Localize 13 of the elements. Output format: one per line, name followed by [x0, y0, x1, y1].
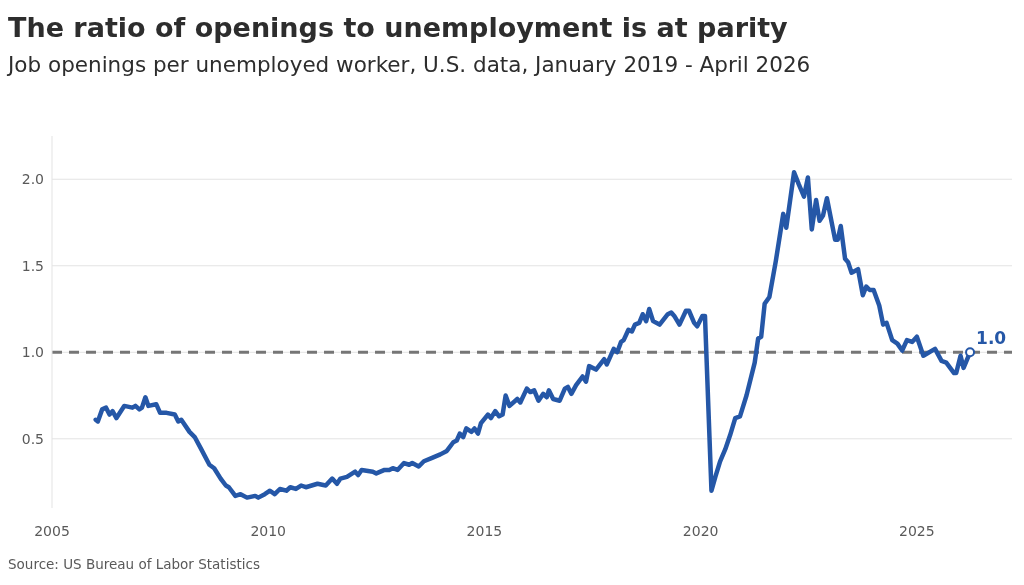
y-tick-label: 1.5 — [21, 257, 44, 274]
y-tick-label: 1.0 — [21, 344, 44, 361]
source-note: Source: US Bureau of Labor Statistics — [8, 556, 260, 572]
x-tick-label: 2025 — [899, 522, 935, 539]
data-label: 1.0 — [976, 328, 1007, 349]
y-tick-label: 2.0 — [21, 171, 44, 188]
x-tick-label: 2010 — [250, 522, 287, 539]
chart-title: The ratio of openings to unemployment is at parity — [8, 12, 788, 43]
chart-subtitle: Job openings per unemployed worker, U.S. data, January 2019 - April 2026 — [8, 52, 811, 77]
x-tick-label: 2005 — [34, 522, 70, 539]
y-tick-label: 0.5 — [21, 430, 44, 447]
x-tick-label: 2015 — [466, 522, 503, 539]
x-tick-label: 2020 — [682, 522, 719, 539]
